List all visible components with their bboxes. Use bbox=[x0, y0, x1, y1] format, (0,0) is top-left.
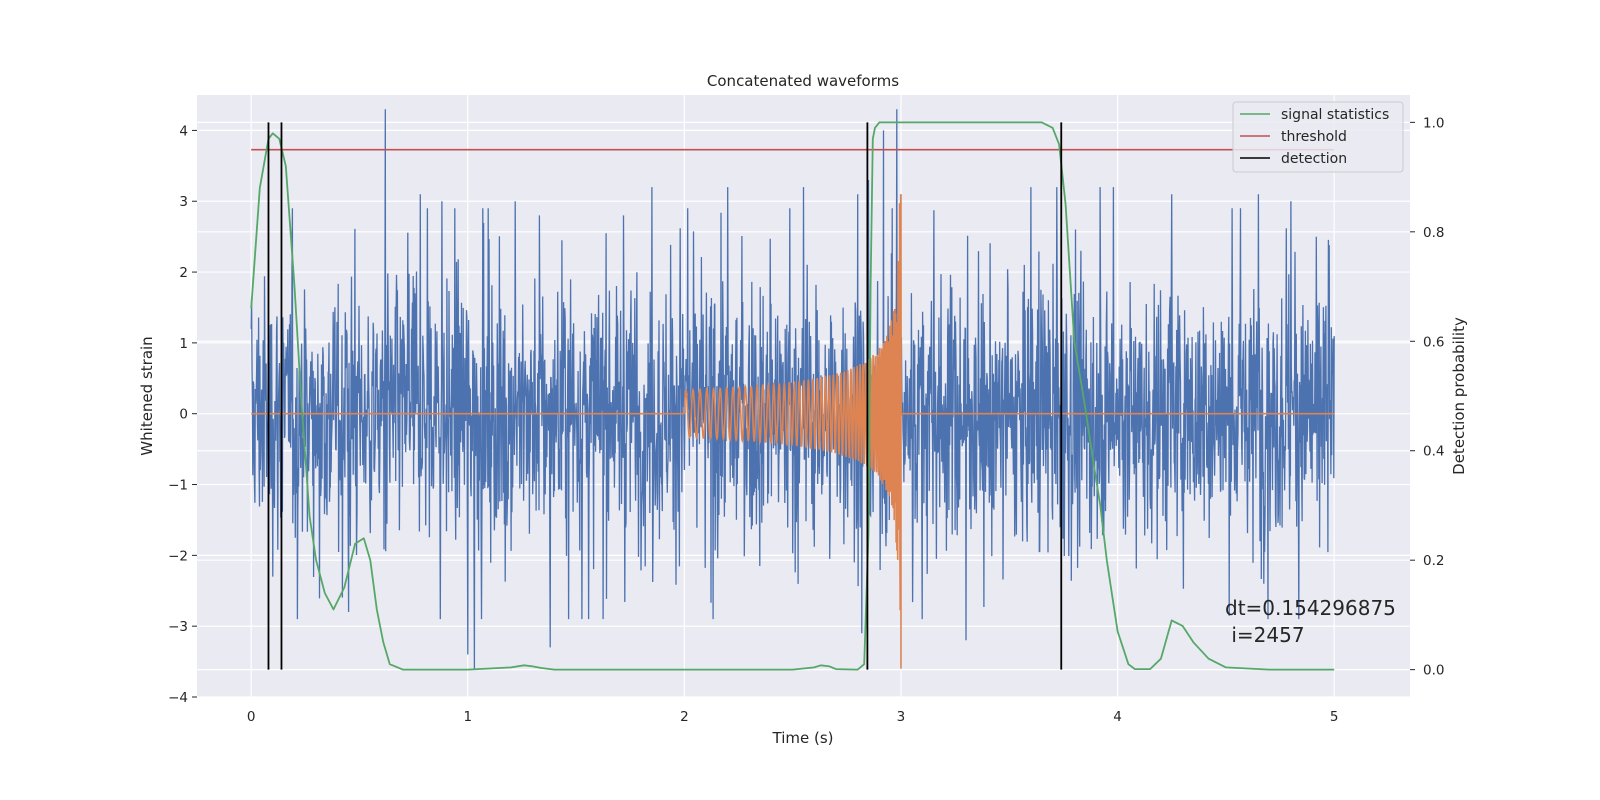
chirp-signal-line bbox=[251, 194, 1335, 611]
x-tick-label: 0 bbox=[247, 709, 256, 725]
strain-noise-line bbox=[250, 109, 1335, 669]
y-left-tick-label: −3 bbox=[168, 619, 188, 635]
right-axis-ticks: 0.0 0.2 0.4 0.6 0.8 1.0 bbox=[1410, 115, 1444, 679]
y-left-tick-label: −2 bbox=[168, 548, 188, 564]
legend-box bbox=[1232, 101, 1404, 173]
x-axis-ticks: 0 1 2 3 4 5 bbox=[247, 709, 1339, 725]
y-left-tick-label: 3 bbox=[179, 194, 188, 210]
x-tick-label: 3 bbox=[897, 709, 906, 725]
y-axis-label-left: Whitened strain bbox=[138, 336, 156, 455]
x-tick-label: 4 bbox=[1113, 709, 1122, 725]
y-right-tick-label: 1.0 bbox=[1423, 115, 1444, 131]
y-left-tick-label: 2 bbox=[179, 265, 188, 281]
x-axis-label: Time (s) bbox=[772, 729, 834, 747]
x-tick-label: 2 bbox=[680, 709, 689, 725]
y-right-tick-label: 0.6 bbox=[1423, 334, 1444, 350]
y-right-tick-label: 0.0 bbox=[1423, 663, 1444, 679]
y-right-tick-label: 0.4 bbox=[1423, 444, 1444, 460]
signal-statistics-line bbox=[250, 121, 1335, 671]
y-axis-label-right: Detection probability bbox=[1450, 317, 1468, 475]
plot-area bbox=[250, 109, 1335, 671]
left-axis-ticks: −4 −3 −2 −1 0 1 2 3 4 bbox=[168, 123, 197, 706]
x-tick-label: 5 bbox=[1330, 709, 1339, 725]
y-right-tick-label: 0.8 bbox=[1423, 225, 1444, 241]
chart-title: Concatenated waveforms bbox=[707, 72, 899, 90]
legend-label-detection: detection bbox=[1281, 151, 1347, 167]
legend-label-signal-statistics: signal statistics bbox=[1281, 107, 1389, 123]
annotation-dt: dt=0.154296875 bbox=[1225, 596, 1396, 620]
x-tick-label: 1 bbox=[463, 709, 472, 725]
y-left-tick-label: −1 bbox=[168, 478, 188, 494]
y-left-tick-label: 4 bbox=[179, 123, 188, 139]
legend-label-threshold: threshold bbox=[1281, 129, 1347, 145]
y-left-tick-label: 0 bbox=[179, 407, 188, 423]
y-left-tick-label: −4 bbox=[168, 690, 188, 706]
annotation-i: i=2457 bbox=[1225, 623, 1305, 647]
legend: signal statistics threshold detection bbox=[1232, 101, 1404, 173]
y-left-tick-label: 1 bbox=[179, 336, 188, 352]
y-right-tick-label: 0.2 bbox=[1423, 553, 1444, 569]
